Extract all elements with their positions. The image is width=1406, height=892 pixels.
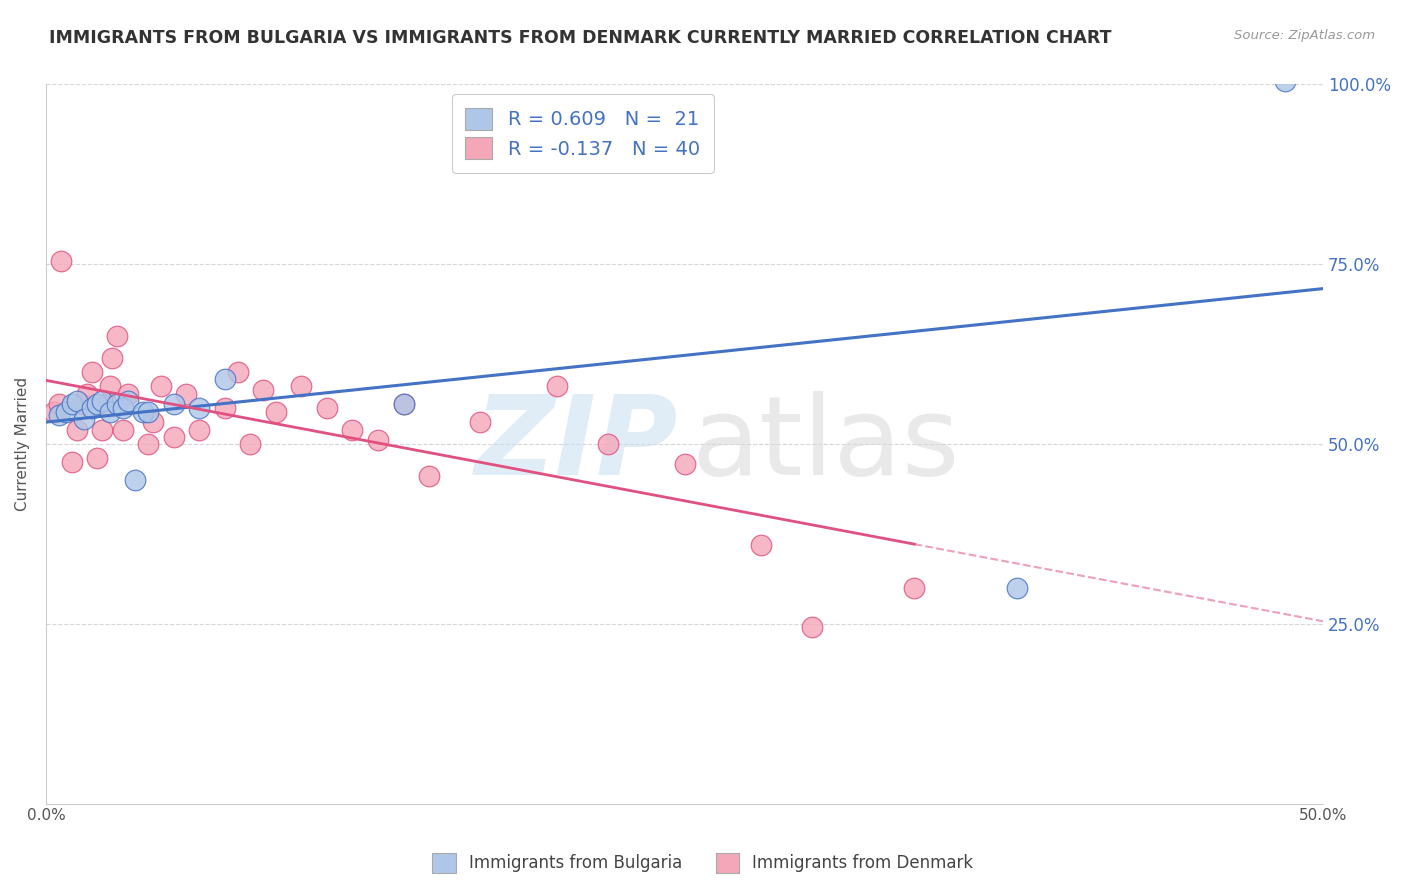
- Point: [163, 430, 186, 444]
- Point: [176, 386, 198, 401]
- Point: [86, 397, 108, 411]
- Point: [239, 437, 262, 451]
- Point: [70, 397, 93, 411]
- Point: [214, 401, 236, 415]
- Point: [80, 365, 103, 379]
- Point: [124, 473, 146, 487]
- Point: [546, 379, 568, 393]
- Point: [673, 457, 696, 471]
- Point: [264, 405, 287, 419]
- Point: [470, 416, 492, 430]
- Legend: Immigrants from Bulgaria, Immigrants from Denmark: Immigrants from Bulgaria, Immigrants fro…: [426, 847, 980, 880]
- Point: [86, 451, 108, 466]
- Point: [117, 393, 139, 408]
- Point: [117, 386, 139, 401]
- Point: [163, 397, 186, 411]
- Point: [342, 423, 364, 437]
- Point: [107, 397, 129, 411]
- Point: [903, 581, 925, 595]
- Point: [60, 397, 83, 411]
- Point: [55, 405, 77, 419]
- Text: atlas: atlas: [690, 391, 959, 498]
- Text: IMMIGRANTS FROM BULGARIA VS IMMIGRANTS FROM DENMARK CURRENTLY MARRIED CORRELATIO: IMMIGRANTS FROM BULGARIA VS IMMIGRANTS F…: [49, 29, 1112, 46]
- Point: [188, 423, 211, 437]
- Text: ZIP: ZIP: [475, 391, 678, 498]
- Point: [290, 379, 312, 393]
- Text: Source: ZipAtlas.com: Source: ZipAtlas.com: [1234, 29, 1375, 42]
- Point: [51, 253, 73, 268]
- Point: [392, 397, 415, 411]
- Point: [418, 469, 440, 483]
- Point: [60, 455, 83, 469]
- Point: [98, 405, 121, 419]
- Point: [132, 405, 155, 419]
- Point: [101, 351, 124, 365]
- Point: [214, 372, 236, 386]
- Point: [1274, 74, 1296, 88]
- Point: [1005, 581, 1028, 595]
- Point: [316, 401, 339, 415]
- Point: [48, 397, 70, 411]
- Point: [111, 401, 134, 415]
- Point: [73, 412, 96, 426]
- Point: [91, 423, 114, 437]
- Point: [65, 393, 87, 408]
- Point: [367, 434, 389, 448]
- Point: [107, 329, 129, 343]
- Point: [76, 386, 98, 401]
- Legend: R = 0.609   N =  21, R = -0.137   N = 40: R = 0.609 N = 21, R = -0.137 N = 40: [451, 95, 714, 173]
- Point: [392, 397, 415, 411]
- Point: [48, 409, 70, 423]
- Point: [91, 393, 114, 408]
- Point: [42, 405, 65, 419]
- Point: [142, 416, 165, 430]
- Point: [749, 538, 772, 552]
- Point: [111, 423, 134, 437]
- Point: [188, 401, 211, 415]
- Point: [80, 401, 103, 415]
- Point: [65, 423, 87, 437]
- Point: [98, 379, 121, 393]
- Point: [596, 437, 619, 451]
- Point: [136, 405, 159, 419]
- Y-axis label: Currently Married: Currently Married: [15, 377, 30, 511]
- Point: [252, 383, 274, 397]
- Point: [801, 620, 824, 634]
- Point: [136, 437, 159, 451]
- Point: [149, 379, 172, 393]
- Point: [226, 365, 249, 379]
- Point: [96, 397, 118, 411]
